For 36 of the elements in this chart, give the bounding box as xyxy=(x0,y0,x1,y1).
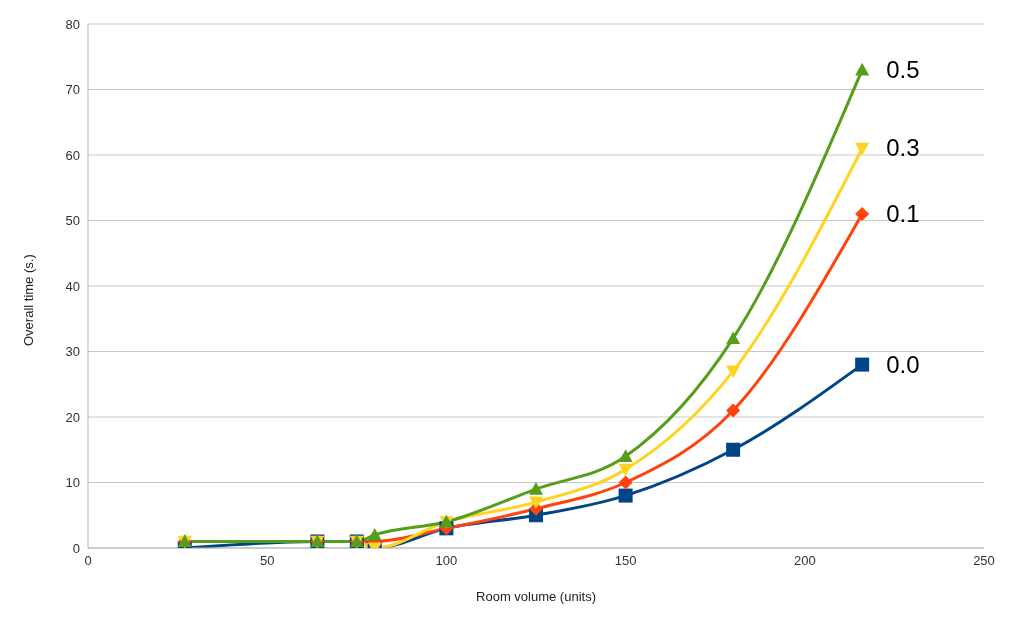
x-tick-label: 150 xyxy=(614,553,637,569)
point xyxy=(618,449,633,462)
y-tick-label: 60 xyxy=(65,147,80,163)
point xyxy=(855,142,870,156)
x-tick-label: 100 xyxy=(435,553,458,569)
point xyxy=(367,527,382,541)
x-tick-label: 50 xyxy=(259,553,275,569)
y-tick-label: 70 xyxy=(65,82,80,98)
series-label: 0.5 xyxy=(886,55,920,83)
point xyxy=(726,365,741,379)
point xyxy=(726,403,741,418)
point xyxy=(618,488,633,503)
series-label: 0.3 xyxy=(886,134,920,162)
y-tick-label: 80 xyxy=(65,16,80,32)
y-tick-label: 0 xyxy=(72,540,80,556)
point xyxy=(855,62,870,76)
point xyxy=(855,206,870,221)
y-tick-label: 20 xyxy=(65,409,80,425)
y-axis-title: Overall time (s.) xyxy=(20,254,36,346)
x-axis-title: Room volume (units) xyxy=(476,589,596,605)
series-label: 0.1 xyxy=(886,199,920,227)
y-tick-label: 40 xyxy=(65,278,80,294)
point xyxy=(726,331,741,344)
y-tick-label: 30 xyxy=(65,344,80,360)
y-tick-label: 10 xyxy=(65,475,80,491)
point xyxy=(618,463,633,477)
y-tick-label: 50 xyxy=(65,213,80,229)
series-label: 0.0 xyxy=(886,350,920,378)
x-tick-label: 0 xyxy=(84,553,92,569)
point xyxy=(618,475,633,490)
point xyxy=(855,357,870,372)
x-tick-label: 200 xyxy=(793,553,816,569)
point xyxy=(529,482,543,495)
x-tick-label: 250 xyxy=(973,553,995,569)
point xyxy=(726,442,741,457)
point xyxy=(529,496,543,510)
